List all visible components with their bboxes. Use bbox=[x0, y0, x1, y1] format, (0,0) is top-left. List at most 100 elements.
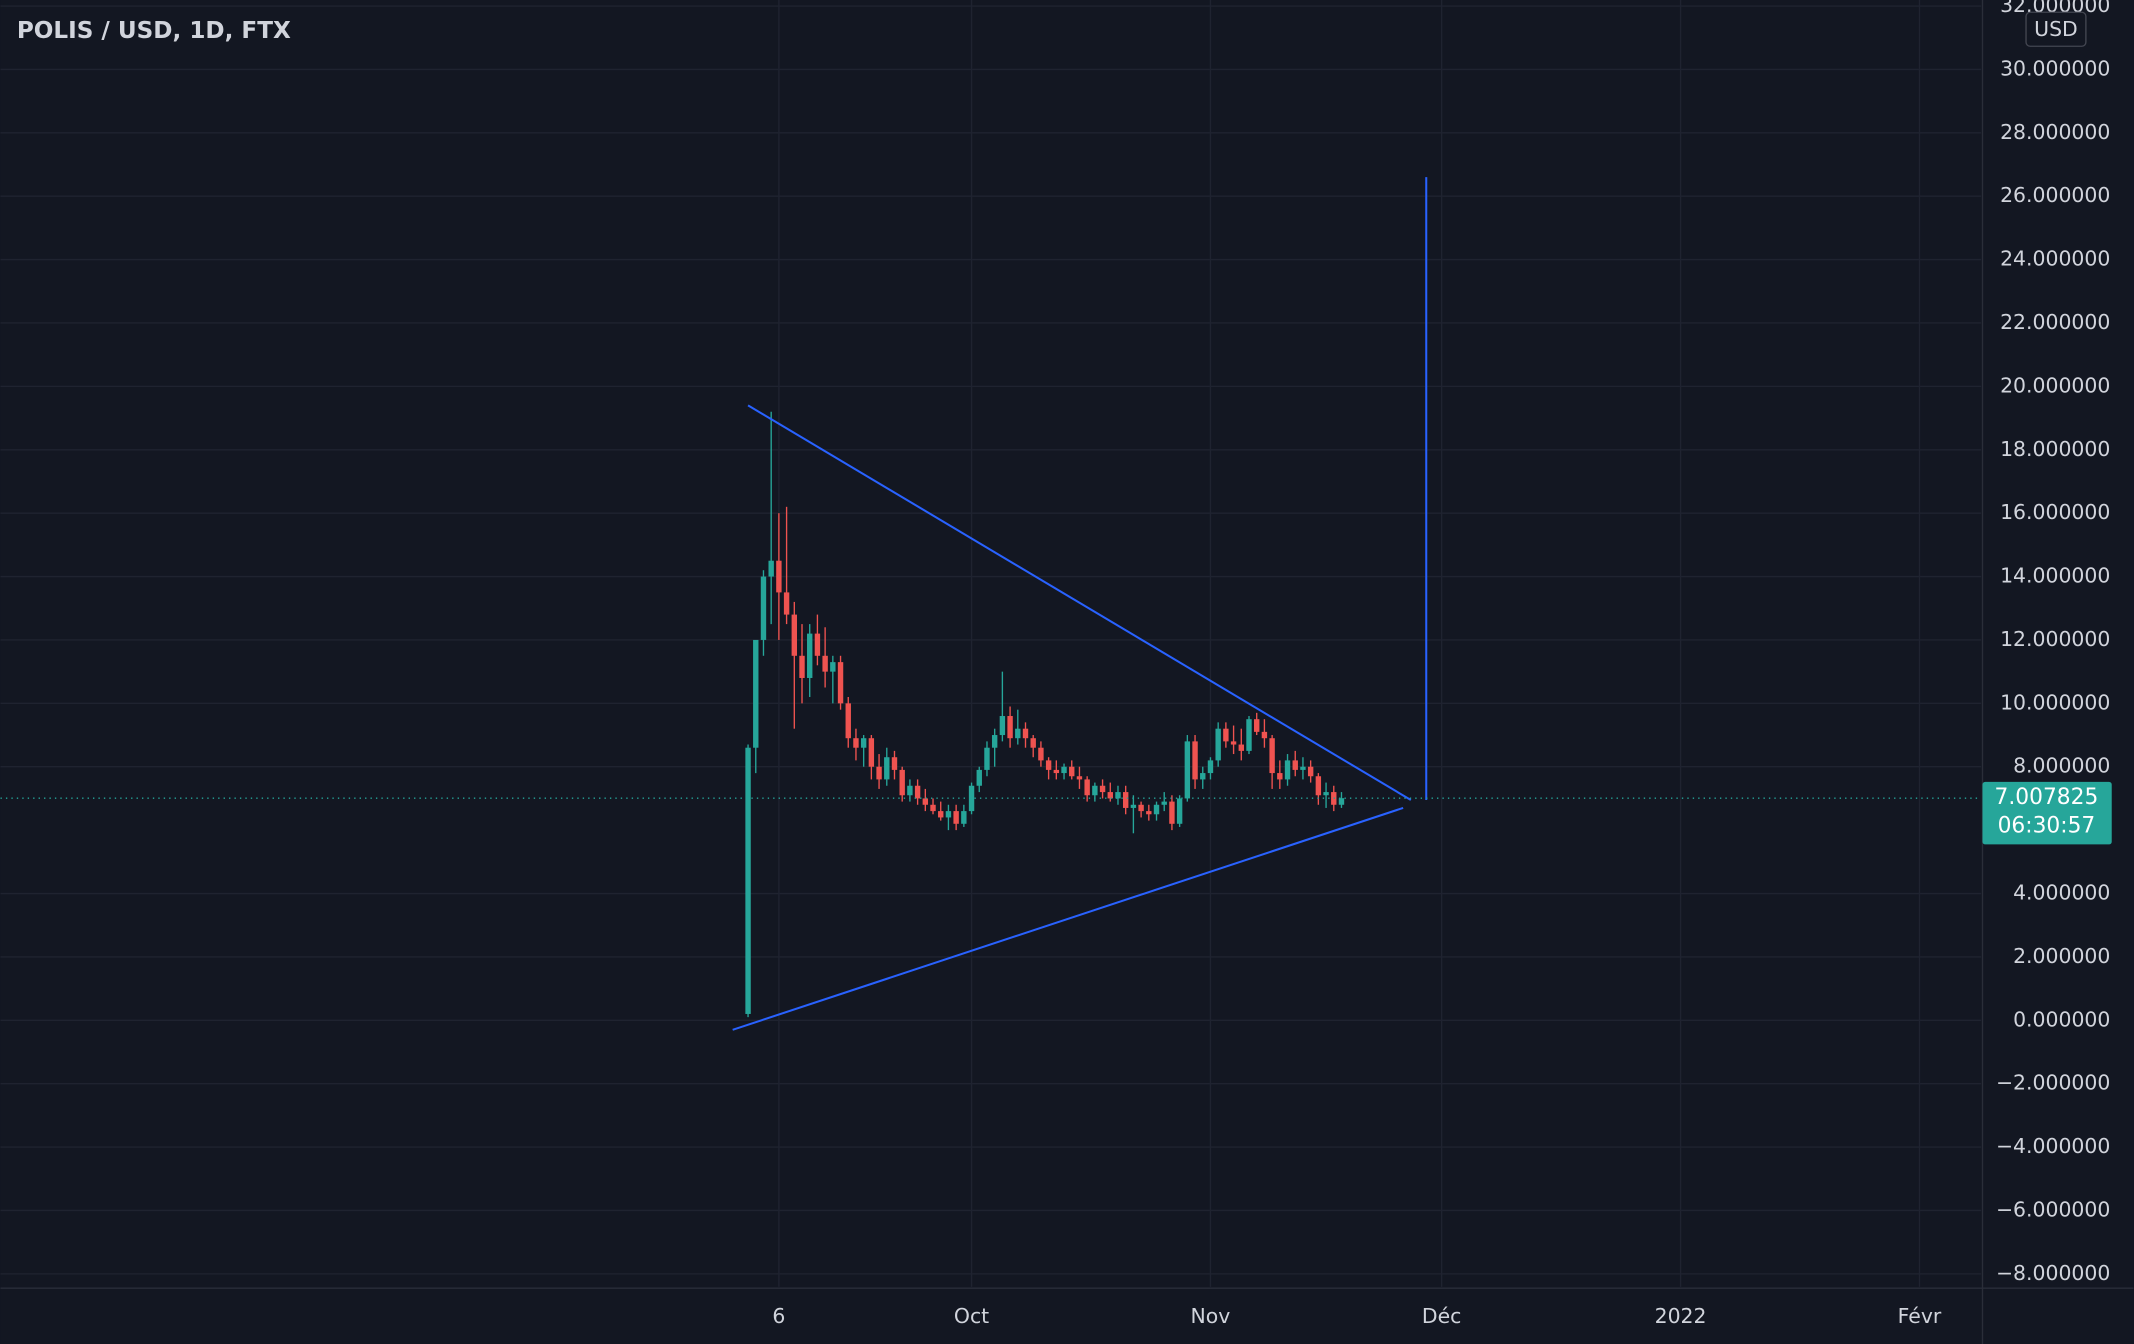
candle-body bbox=[1323, 792, 1329, 796]
candle-body bbox=[1022, 728, 1029, 739]
candle-body bbox=[1215, 728, 1221, 761]
candle-body bbox=[837, 662, 844, 704]
candle-body bbox=[1030, 738, 1036, 748]
candle-body bbox=[768, 560, 774, 577]
candle-body bbox=[991, 735, 998, 748]
candle-body bbox=[1269, 738, 1275, 774]
candle-body bbox=[891, 757, 898, 770]
y-tick-label: 26.000000 bbox=[2000, 183, 2110, 207]
candle-body bbox=[1223, 728, 1229, 742]
candle-body bbox=[1053, 769, 1060, 774]
currency-label[interactable]: USD bbox=[2034, 17, 2078, 41]
x-tick-label: 2022 bbox=[1655, 1304, 1707, 1328]
candle-body bbox=[860, 738, 867, 748]
y-tick-label: 20.000000 bbox=[2000, 373, 2110, 397]
x-tick-label: 6 bbox=[772, 1304, 785, 1328]
candle-body bbox=[1153, 804, 1160, 815]
candle-body bbox=[1130, 804, 1137, 808]
candle-body bbox=[1300, 766, 1306, 770]
y-tick-label: −8.000000 bbox=[1996, 1261, 2110, 1285]
candle-body bbox=[1092, 785, 1098, 796]
y-tick-label: 8.000000 bbox=[2013, 754, 2110, 778]
y-tick-label: 30.000000 bbox=[2000, 56, 2110, 80]
x-tick-label: Nov bbox=[1191, 1304, 1231, 1328]
candle-body bbox=[1122, 792, 1129, 808]
candle-body bbox=[984, 747, 990, 770]
y-tick-label: 24.000000 bbox=[2000, 247, 2110, 271]
y-tick-label: 28.000000 bbox=[2000, 120, 2110, 144]
candle-body bbox=[1069, 766, 1075, 777]
candle-body bbox=[799, 655, 805, 678]
candle-body bbox=[976, 769, 982, 786]
candle-body bbox=[1045, 760, 1052, 770]
candle-body bbox=[907, 785, 913, 796]
candle-body bbox=[1146, 811, 1152, 815]
axes: −8.000000 −6.000000 −4.000000 −2.000000 0.00… bbox=[772, 0, 2112, 1328]
plot bbox=[0, 177, 1982, 1031]
candle-body bbox=[922, 798, 929, 805]
y-tick-label: 0.000000 bbox=[2013, 1007, 2110, 1031]
x-tick-label: Déc bbox=[1422, 1304, 1461, 1328]
y-tick-label: 18.000000 bbox=[2000, 437, 2110, 461]
trend-line bbox=[747, 404, 1412, 801]
x-tick-label: Févr bbox=[1898, 1304, 1942, 1328]
y-tick-label: 16.000000 bbox=[2000, 500, 2110, 524]
y-tick-label: −2.000000 bbox=[1996, 1071, 2110, 1095]
y-tick-label: 14.000000 bbox=[2000, 564, 2110, 588]
candle-body bbox=[961, 811, 967, 824]
grid bbox=[0, 0, 1982, 1287]
y-tick-label: 2.000000 bbox=[2013, 944, 2110, 968]
candle-body bbox=[1161, 801, 1167, 805]
candle-body bbox=[1084, 779, 1090, 796]
candle-body bbox=[1015, 728, 1021, 739]
candle-body bbox=[1230, 741, 1237, 745]
candle-body bbox=[1246, 719, 1252, 751]
y-tick-label: −6.000000 bbox=[1996, 1197, 2110, 1221]
y-tick-label: 4.000000 bbox=[2013, 881, 2110, 905]
trend-line bbox=[732, 806, 1404, 1031]
currency-box[interactable] bbox=[2025, 11, 2087, 47]
candle-body bbox=[1238, 744, 1244, 751]
candle-body bbox=[1061, 766, 1067, 774]
candle-body bbox=[938, 811, 944, 818]
candle-body bbox=[853, 738, 859, 748]
x-tick-label: Oct bbox=[954, 1304, 989, 1328]
candle-body bbox=[830, 662, 836, 672]
candle-body bbox=[791, 614, 797, 656]
y-tick-label: 22.000000 bbox=[2000, 310, 2110, 334]
candle-body bbox=[968, 785, 975, 812]
candle-body bbox=[1099, 785, 1106, 793]
candle-body bbox=[814, 633, 821, 656]
candle-body bbox=[753, 639, 759, 748]
y-tick-label: 12.000000 bbox=[2000, 627, 2110, 651]
candle-body bbox=[845, 703, 851, 739]
countdown-label: 06:30:57 bbox=[1998, 814, 2096, 839]
candle-body bbox=[1007, 716, 1013, 739]
candle-body bbox=[953, 811, 959, 824]
candle-body bbox=[1192, 741, 1198, 780]
candle-body bbox=[1038, 747, 1044, 761]
candle-body bbox=[930, 804, 936, 812]
candle-body bbox=[745, 747, 751, 1014]
candle-body bbox=[1292, 760, 1298, 770]
candle-body bbox=[822, 655, 828, 672]
candle-body bbox=[1338, 798, 1345, 805]
price-label: 7.007825 bbox=[1995, 785, 2099, 810]
candle-body bbox=[1138, 804, 1144, 812]
candle-body bbox=[1207, 760, 1214, 774]
candle-body bbox=[783, 592, 790, 615]
candle-body bbox=[868, 738, 875, 767]
price-label-box bbox=[1982, 781, 2112, 845]
candle-body bbox=[884, 757, 890, 780]
candle-body bbox=[1307, 766, 1314, 777]
candle-body bbox=[1200, 773, 1206, 780]
candle-body bbox=[1076, 776, 1083, 780]
candle-body bbox=[807, 633, 813, 678]
candle-body bbox=[899, 769, 905, 796]
candle-body bbox=[1284, 760, 1291, 780]
candle-body bbox=[1107, 792, 1113, 799]
candle-body bbox=[945, 811, 952, 818]
candle-body bbox=[1315, 776, 1322, 796]
